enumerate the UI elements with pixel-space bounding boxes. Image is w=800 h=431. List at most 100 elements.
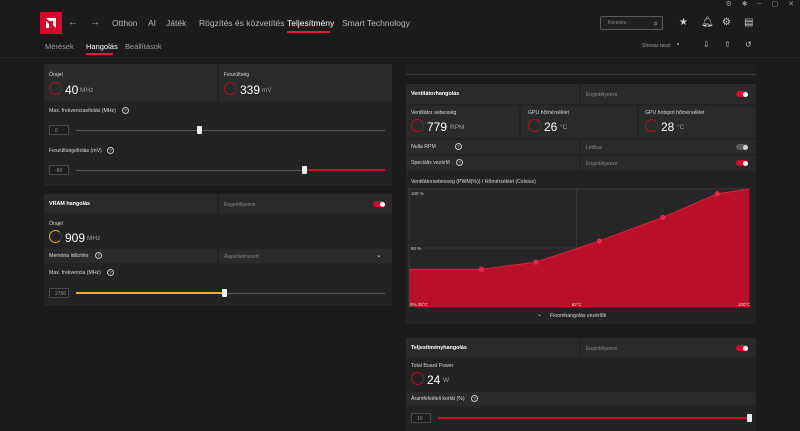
tbp-value: 24 <box>427 373 441 387</box>
star-icon[interactable]: ★ <box>679 17 688 28</box>
info-icon[interactable]: ? <box>455 143 462 150</box>
hotspot-temp-card <box>639 106 756 138</box>
chevron-down-icon[interactable]: ⌄ <box>376 252 382 259</box>
import-icon[interactable]: ⇩ <box>703 40 710 49</box>
gpu-temp-label: GPU hőmérséklet <box>528 110 569 116</box>
vram-toggle[interactable] <box>373 201 385 207</box>
reset-icon[interactable]: ↺ <box>745 40 752 49</box>
curve-point[interactable] <box>714 191 720 197</box>
special-control-toggle[interactable] <box>736 160 748 166</box>
x-tick-label: 62°C <box>572 302 583 307</box>
x-tick-label: 0% 25°C <box>410 302 429 307</box>
tab-tuning[interactable]: Hangolás <box>86 42 118 51</box>
y-tick-label: 100 % <box>411 191 424 196</box>
amd-logo[interactable] <box>40 12 62 34</box>
hotspot-temp-label: GPU hotspot hőmérséklet <box>645 110 705 116</box>
nav-smart-technology[interactable]: Smart Technology <box>342 18 410 28</box>
maximize-icon[interactable]: ▢ <box>771 1 779 8</box>
info-icon[interactable]: ? <box>122 107 129 114</box>
clock-card <box>44 64 217 102</box>
max-freq-offset-handle[interactable] <box>197 126 203 134</box>
sidebar-toggle-icon[interactable]: ▤ <box>744 17 754 28</box>
memory-timing-select-row <box>219 249 392 263</box>
nav-gaming[interactable]: Játék <box>166 18 187 28</box>
voltage-label: Feszültség <box>224 72 250 78</box>
curve-point[interactable] <box>533 259 539 265</box>
nav-performance[interactable]: Teljesítmény <box>287 18 335 28</box>
gpu-temp-unit: °C <box>560 124 568 131</box>
curve-point[interactable] <box>596 238 602 244</box>
special-control-label: Speciális vezérlő <box>411 160 450 166</box>
zero-rpm-toggle[interactable] <box>736 144 748 150</box>
vram-max-freq-label: Max. frekvencia (MHz) <box>49 270 101 276</box>
zero-rpm-state: Letiltva <box>586 145 602 151</box>
fan-curve-chart[interactable]: 100 % 50 % 0% 25°C 62°C 100°C <box>408 188 750 308</box>
vram-max-freq-handle[interactable] <box>221 289 227 297</box>
tab-settings[interactable]: Beállítások <box>125 42 162 51</box>
voltage-card <box>219 64 392 102</box>
x-tick-label: 100°C <box>738 302 750 307</box>
fan-speed-card <box>406 106 519 138</box>
export-icon[interactable]: ⇧ <box>724 40 731 49</box>
voltage-offset-field[interactable]: -50 <box>49 165 69 175</box>
gpu-temp-value: 26 <box>544 120 558 134</box>
fan-speed-label: Ventilátor sebesség <box>411 110 457 116</box>
vram-max-freq-slider[interactable] <box>76 293 385 294</box>
nav-home[interactable]: Otthon <box>112 18 138 28</box>
power-state-row <box>581 338 756 358</box>
fan-toggle[interactable] <box>736 91 748 97</box>
bug-icon[interactable]: ✱ <box>741 1 748 8</box>
power-state: Engedélyezve <box>586 346 618 352</box>
fine-tuning-label[interactable]: Finomhangolás vezérlők <box>550 313 607 319</box>
info-icon[interactable]: ? <box>471 395 478 402</box>
close-icon[interactable]: ✕ <box>788 1 794 8</box>
power-toggle[interactable] <box>736 345 748 351</box>
bell-icon[interactable]: 🔔︎ <box>701 17 714 28</box>
search-input[interactable]: Keresés ⌕ <box>600 16 663 30</box>
back-arrow-icon[interactable]: ← <box>68 17 78 28</box>
gear-small-icon[interactable]: ⚙ <box>725 1 732 8</box>
clock-unit: MHz <box>80 87 94 94</box>
stress-test-label[interactable]: Stressz teszt <box>642 43 671 49</box>
voltage-offset-slider[interactable] <box>76 170 385 171</box>
info-icon[interactable]: ? <box>95 252 102 259</box>
info-icon[interactable]: ? <box>456 159 463 166</box>
vram-max-freq-field[interactable]: 2750 <box>49 288 69 298</box>
curve-point[interactable] <box>478 266 485 272</box>
power-limit-label: Áramfelvételi korlát (%) <box>411 396 465 402</box>
voltage-offset-handle[interactable] <box>302 166 308 174</box>
hotspot-temp-unit: °C <box>677 124 685 131</box>
info-icon[interactable]: ? <box>107 147 114 154</box>
power-limit-field[interactable]: 10 <box>411 413 431 423</box>
memory-timing-select[interactable]: Alapértelmezett <box>224 254 259 260</box>
nav-ai[interactable]: AI <box>148 18 157 28</box>
power-title: Teljesítményhangolás <box>411 345 467 351</box>
tbp-gauge-icon <box>411 372 424 385</box>
info-icon[interactable]: ? <box>107 269 114 276</box>
fan-curve-title: Ventilátorsebesség (PWM(%)) / Hőmérsékle… <box>411 179 536 185</box>
collapsed-panel <box>406 64 756 76</box>
fan-title: Ventilátorhangolás <box>411 91 460 97</box>
fan-speed-gauge-icon <box>411 119 424 132</box>
voltage-unit: mV <box>262 87 272 94</box>
minimize-icon[interactable]: – <box>757 0 762 7</box>
power-limit-handle[interactable] <box>746 414 752 422</box>
sub-navigation <box>0 36 800 58</box>
curve-point[interactable] <box>660 214 666 220</box>
forward-arrow-icon[interactable]: → <box>90 17 100 28</box>
tbp-unit: W <box>443 377 450 384</box>
settings-icon[interactable]: ⚙ <box>722 17 731 28</box>
gpu-temp-gauge-icon <box>528 119 541 132</box>
vram-state-row <box>219 194 392 214</box>
search-placeholder: Keresés <box>608 20 627 26</box>
chevron-down-icon[interactable]: ⌄ <box>537 312 543 318</box>
vram-max-freq-fill <box>76 292 225 294</box>
memory-timing-row <box>44 249 217 263</box>
gauge-icon[interactable]: ◔ <box>675 40 680 49</box>
vram-clock-label: Órajel <box>49 221 63 227</box>
nav-record-stream[interactable]: Rögzítés és közvetítés <box>199 18 285 28</box>
tab-measurements[interactable]: Mérések <box>45 42 74 51</box>
special-control-row <box>406 156 579 170</box>
max-freq-offset-slider[interactable] <box>76 130 385 131</box>
max-freq-offset-field[interactable]: 0 <box>49 125 69 135</box>
